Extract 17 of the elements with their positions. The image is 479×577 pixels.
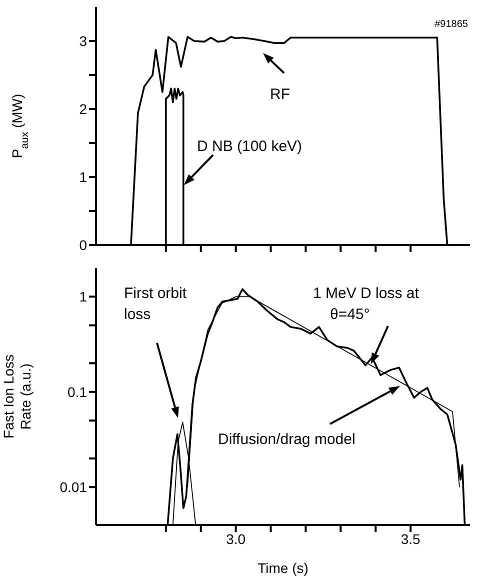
y-axis-title: Fast Ion Loss Rate (a.u.) <box>0 354 34 439</box>
y-tick-label: 1 <box>79 288 88 305</box>
y-tick-label: 1 <box>79 168 88 185</box>
x-tick-label: 3.0 <box>226 530 246 547</box>
y-tick-label: 3 <box>79 32 88 49</box>
annotation: #91865 <box>434 19 468 30</box>
y-tick-label: 0.1 <box>68 384 88 400</box>
y-tick-label: 0.01 <box>60 479 88 496</box>
legend-label: RF <box>270 86 290 103</box>
x-axis-title: Time (s) <box>258 560 308 576</box>
y-tick-label: 2 <box>79 100 88 117</box>
annotation: First orbit loss <box>124 285 188 323</box>
series-label: 1 MeV D loss at θ=45° <box>313 285 420 323</box>
x-tick-label: 3.5 <box>400 530 421 547</box>
y-tick-label: 0 <box>79 236 88 253</box>
legend-label: Diffusion/drag model <box>218 431 356 448</box>
series-label: D NB (100 keV) <box>197 138 302 155</box>
